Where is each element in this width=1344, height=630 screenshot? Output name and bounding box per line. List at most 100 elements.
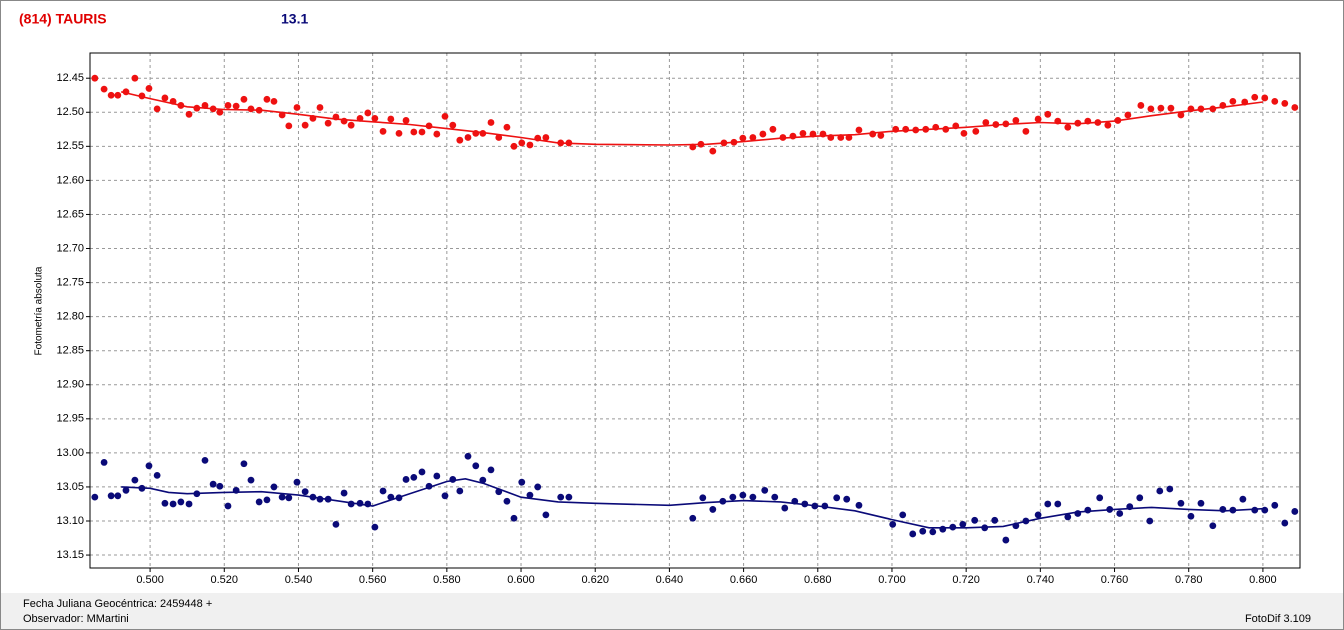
data-point bbox=[709, 147, 717, 155]
x-tick-label: 0.660 bbox=[730, 574, 758, 586]
data-point bbox=[456, 487, 464, 495]
data-point bbox=[161, 94, 169, 102]
data-point bbox=[759, 130, 767, 138]
data-point bbox=[843, 495, 851, 503]
data-point bbox=[91, 74, 99, 82]
x-tick-label: 0.720 bbox=[952, 574, 980, 586]
data-point bbox=[971, 516, 979, 524]
data-point bbox=[781, 504, 789, 512]
data-point bbox=[169, 500, 177, 508]
data-point bbox=[534, 483, 542, 491]
data-point bbox=[131, 476, 139, 484]
data-point bbox=[263, 95, 271, 103]
x-tick-label: 0.580 bbox=[433, 574, 461, 586]
data-point bbox=[449, 121, 457, 129]
data-point bbox=[739, 491, 747, 499]
data-point bbox=[1116, 510, 1124, 517]
data-point bbox=[689, 514, 697, 522]
data-point bbox=[293, 478, 301, 486]
data-point bbox=[316, 104, 324, 111]
data-point bbox=[1064, 123, 1072, 131]
data-point bbox=[418, 128, 426, 136]
data-point bbox=[371, 523, 379, 531]
data-point bbox=[487, 119, 495, 126]
data-point bbox=[216, 482, 224, 490]
data-point bbox=[1022, 127, 1030, 135]
data-point bbox=[749, 493, 757, 501]
data-point bbox=[301, 488, 309, 496]
data-point bbox=[1239, 495, 1247, 503]
y-tick-label: 13.15 bbox=[56, 549, 84, 561]
data-point bbox=[441, 492, 449, 500]
data-point bbox=[1147, 105, 1155, 113]
y-tick-label: 12.90 bbox=[56, 379, 84, 391]
data-point bbox=[542, 134, 550, 141]
data-point bbox=[185, 500, 193, 508]
data-point bbox=[1166, 485, 1174, 493]
data-point bbox=[1219, 506, 1227, 513]
data-point bbox=[487, 466, 495, 474]
data-point bbox=[761, 486, 769, 494]
data-point bbox=[216, 108, 224, 116]
data-point bbox=[418, 468, 426, 476]
data-point bbox=[1251, 93, 1259, 101]
footer: Fecha Juliana Geocéntrica: 2459448 + Obs… bbox=[1, 593, 1343, 629]
data-point bbox=[201, 456, 209, 464]
footer-observer: Observador: MMartini bbox=[23, 613, 129, 625]
y-tick-label: 12.85 bbox=[56, 345, 84, 357]
data-point bbox=[263, 496, 271, 504]
data-point bbox=[456, 136, 464, 144]
data-point bbox=[518, 139, 526, 147]
x-tick-label: 0.700 bbox=[878, 574, 906, 586]
data-point bbox=[919, 527, 927, 535]
data-point bbox=[1261, 506, 1269, 514]
data-point bbox=[565, 493, 573, 501]
data-point bbox=[347, 121, 355, 129]
data-point bbox=[285, 122, 293, 130]
x-tick-label: 0.600 bbox=[507, 574, 535, 586]
data-point bbox=[472, 462, 480, 470]
y-tick-label: 12.55 bbox=[56, 140, 84, 152]
data-point bbox=[557, 493, 565, 501]
y-tick-label: 13.10 bbox=[56, 515, 84, 527]
data-point bbox=[324, 119, 332, 127]
y-tick-label: 12.75 bbox=[56, 276, 84, 288]
data-point bbox=[402, 476, 410, 483]
data-point bbox=[1157, 104, 1165, 112]
x-tick-label: 0.760 bbox=[1101, 574, 1129, 586]
data-point bbox=[503, 123, 511, 131]
data-point bbox=[410, 128, 418, 136]
data-point bbox=[433, 130, 441, 138]
data-point bbox=[145, 85, 153, 92]
data-point bbox=[833, 494, 841, 502]
data-point bbox=[1177, 111, 1185, 119]
chart-title: (814) TAURIS bbox=[19, 11, 107, 27]
x-tick-label: 0.540 bbox=[285, 574, 313, 586]
data-point bbox=[1271, 97, 1279, 105]
data-point bbox=[769, 125, 777, 133]
y-tick-label: 13.05 bbox=[56, 481, 84, 493]
x-tick-label: 0.520 bbox=[211, 574, 239, 586]
data-point bbox=[1187, 512, 1195, 520]
x-tick-label: 0.560 bbox=[359, 574, 387, 586]
data-point bbox=[278, 493, 286, 501]
data-point bbox=[1291, 104, 1299, 111]
data-point bbox=[709, 506, 717, 513]
data-point bbox=[960, 129, 968, 137]
y-tick-label: 12.80 bbox=[56, 311, 84, 323]
data-point bbox=[1209, 522, 1217, 530]
data-point bbox=[449, 476, 457, 483]
data-point bbox=[379, 127, 387, 135]
data-point bbox=[464, 452, 472, 460]
data-point bbox=[902, 125, 910, 133]
data-point bbox=[161, 499, 169, 507]
data-point bbox=[185, 110, 193, 118]
x-tick-label: 0.740 bbox=[1027, 574, 1055, 586]
data-point bbox=[1291, 508, 1299, 515]
data-point bbox=[929, 528, 937, 536]
x-tick-label: 0.620 bbox=[581, 574, 609, 586]
trend-line bbox=[121, 91, 1264, 146]
data-point bbox=[1281, 100, 1289, 107]
footer-software: FotoDif 3.109 bbox=[1244, 613, 1311, 625]
